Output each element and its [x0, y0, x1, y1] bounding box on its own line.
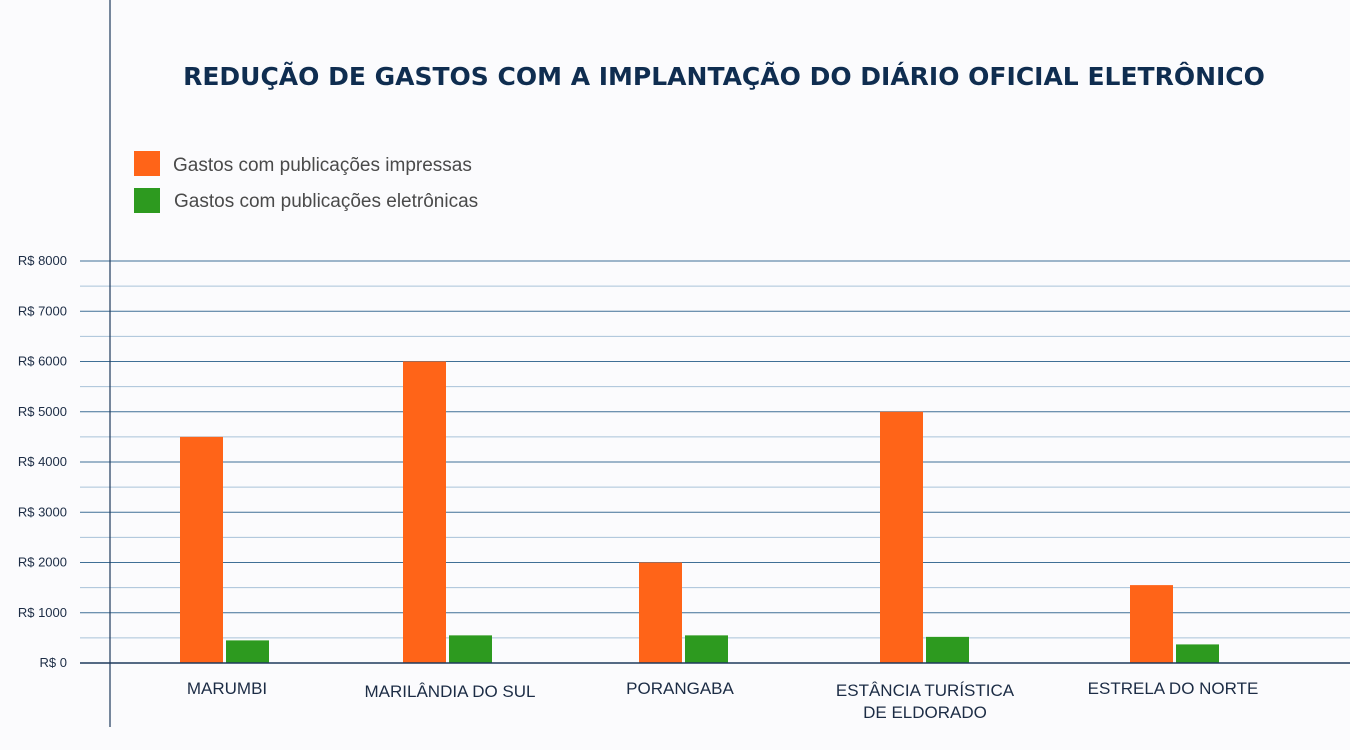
bars	[180, 361, 1219, 663]
bar-printed-1	[403, 361, 446, 663]
y-tick-label: R$ 5000	[18, 404, 67, 419]
y-tick-label: R$ 8000	[18, 253, 67, 268]
legend-label-electronic: Gastos com publicações eletrônicas	[174, 191, 478, 212]
bar-electronic-0	[226, 640, 269, 663]
chart-title: REDUÇÃO DE GASTOS COM A IMPLANTAÇÃO DO D…	[183, 61, 1265, 91]
y-tick-label: R$ 4000	[18, 454, 67, 469]
bar-electronic-2	[685, 635, 728, 663]
y-tick-label: R$ 2000	[18, 555, 67, 570]
category-label: PORANGABA	[626, 679, 734, 698]
y-tick-label: R$ 3000	[18, 504, 67, 519]
legend-swatch-electronic	[134, 188, 160, 213]
y-tick-label: R$ 0	[40, 655, 67, 670]
y-tick-label: R$ 1000	[18, 605, 67, 620]
bar-printed-2	[639, 562, 682, 663]
bar-printed-4	[1130, 585, 1173, 663]
y-tick-label: R$ 7000	[18, 303, 67, 318]
category-label: MARUMBI	[187, 679, 267, 698]
legend-label-printed: Gastos com publicações impressas	[173, 155, 472, 176]
y-tick-labels: R$ 0 R$ 1000 R$ 2000 R$ 3000 R$ 4000 R$ 5000 R…	[18, 253, 67, 670]
y-tick-label: R$ 6000	[18, 354, 67, 369]
legend-swatch-printed	[134, 151, 160, 176]
gridlines	[80, 260, 1350, 639]
category-label: ESTÂNCIA TURÍSTICA	[836, 681, 1015, 700]
category-label: ESTRELA DO NORTE	[1088, 679, 1259, 698]
category-label: MARILÂNDIA DO SUL	[365, 682, 536, 701]
bar-printed-0	[180, 436, 223, 663]
axes	[80, 0, 1350, 727]
bar-electronic-3	[926, 636, 969, 663]
bar-printed-3	[880, 411, 923, 663]
bar-electronic-1	[449, 635, 492, 663]
legend: Gastos com publicações impressas Gastos …	[134, 151, 478, 213]
x-tick-labels: MARUMBI MARILÂNDIA DO SUL PORANGABA ESTÂNCI…	[187, 679, 1258, 722]
bar-electronic-4	[1176, 644, 1219, 663]
category-label: DE ELDORADO	[863, 703, 987, 722]
